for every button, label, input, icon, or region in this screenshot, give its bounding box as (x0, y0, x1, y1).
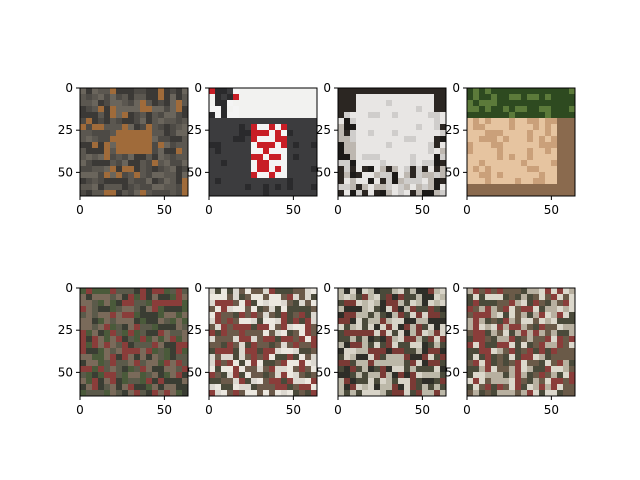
x-tick-label: 50 (157, 403, 172, 417)
y-tick-label: 50 (187, 165, 202, 179)
subplot-image (209, 88, 317, 196)
y-tick-label: 50 (445, 165, 460, 179)
subplot-image (338, 288, 446, 396)
subplot-image (467, 88, 575, 196)
x-tick-label: 50 (286, 403, 301, 417)
subplot-image (209, 288, 317, 396)
x-tick-label: 50 (544, 403, 559, 417)
y-tick-label: 50 (58, 365, 73, 379)
x-tick-label: 50 (544, 203, 559, 217)
x-tick-label: 50 (157, 203, 172, 217)
y-tick-label: 0 (323, 281, 331, 295)
y-tick-label: 0 (65, 81, 73, 95)
x-tick-label: 0 (463, 203, 471, 217)
subplot-image (338, 88, 446, 196)
y-tick-label: 50 (58, 165, 73, 179)
y-tick-label: 0 (323, 81, 331, 95)
y-tick-label: 25 (187, 323, 202, 337)
y-tick-label: 25 (58, 323, 73, 337)
subplot-image (80, 88, 188, 196)
x-tick-label: 0 (76, 403, 84, 417)
x-tick-label: 0 (463, 403, 471, 417)
y-tick-label: 0 (452, 281, 460, 295)
y-tick-label: 50 (316, 365, 331, 379)
y-tick-label: 0 (194, 81, 202, 95)
y-tick-label: 50 (316, 165, 331, 179)
y-tick-label: 25 (187, 123, 202, 137)
y-tick-label: 25 (316, 323, 331, 337)
y-tick-label: 25 (316, 123, 331, 137)
x-tick-label: 50 (415, 403, 430, 417)
y-tick-label: 0 (452, 81, 460, 95)
x-tick-label: 50 (286, 203, 301, 217)
y-tick-label: 25 (445, 123, 460, 137)
y-tick-label: 25 (58, 123, 73, 137)
x-tick-label: 0 (334, 203, 342, 217)
x-tick-label: 0 (205, 403, 213, 417)
y-tick-label: 50 (445, 365, 460, 379)
subplot-image (80, 288, 188, 396)
y-tick-label: 50 (187, 365, 202, 379)
x-tick-label: 0 (334, 403, 342, 417)
x-tick-label: 0 (205, 203, 213, 217)
y-tick-label: 25 (445, 323, 460, 337)
subplot-image (467, 288, 575, 396)
x-tick-label: 0 (76, 203, 84, 217)
y-tick-label: 0 (194, 281, 202, 295)
y-tick-label: 0 (65, 281, 73, 295)
x-tick-label: 50 (415, 203, 430, 217)
